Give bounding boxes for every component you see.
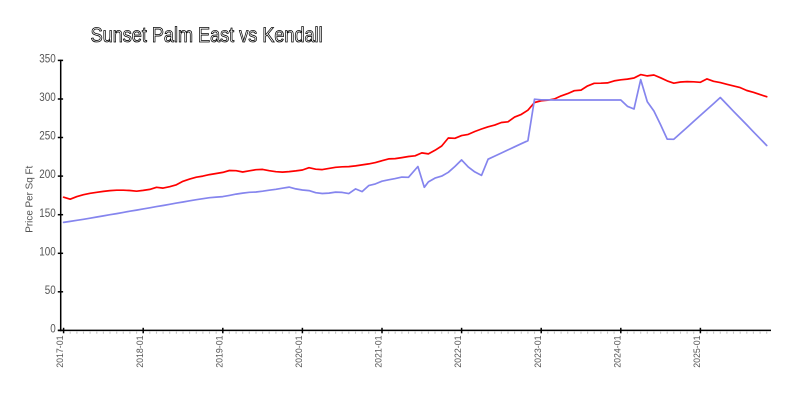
svg-text:Price Per Sq Ft: Price Per Sq Ft bbox=[24, 166, 36, 233]
svg-text:150: 150 bbox=[39, 208, 56, 220]
svg-text:2019-01: 2019-01 bbox=[214, 336, 225, 368]
svg-text:2023-01: 2023-01 bbox=[533, 336, 544, 368]
svg-text:2025-01: 2025-01 bbox=[692, 336, 703, 368]
svg-text:300: 300 bbox=[39, 92, 56, 104]
svg-text:2021-01: 2021-01 bbox=[374, 336, 385, 368]
svg-text:50: 50 bbox=[45, 285, 56, 297]
svg-text:0: 0 bbox=[50, 324, 56, 336]
svg-text:2022-01: 2022-01 bbox=[453, 336, 464, 368]
svg-text:Sunset Palm East vs Kendall: Sunset Palm East vs Kendall bbox=[91, 23, 323, 47]
svg-text:2020-01: 2020-01 bbox=[294, 336, 305, 368]
svg-text:2024-01: 2024-01 bbox=[612, 336, 623, 368]
svg-text:250: 250 bbox=[39, 131, 56, 143]
svg-text:200: 200 bbox=[39, 169, 56, 181]
svg-text:350: 350 bbox=[39, 54, 56, 66]
svg-text:100: 100 bbox=[39, 246, 56, 258]
svg-text:2017-01: 2017-01 bbox=[55, 336, 66, 368]
svg-text:2018-01: 2018-01 bbox=[135, 336, 146, 368]
